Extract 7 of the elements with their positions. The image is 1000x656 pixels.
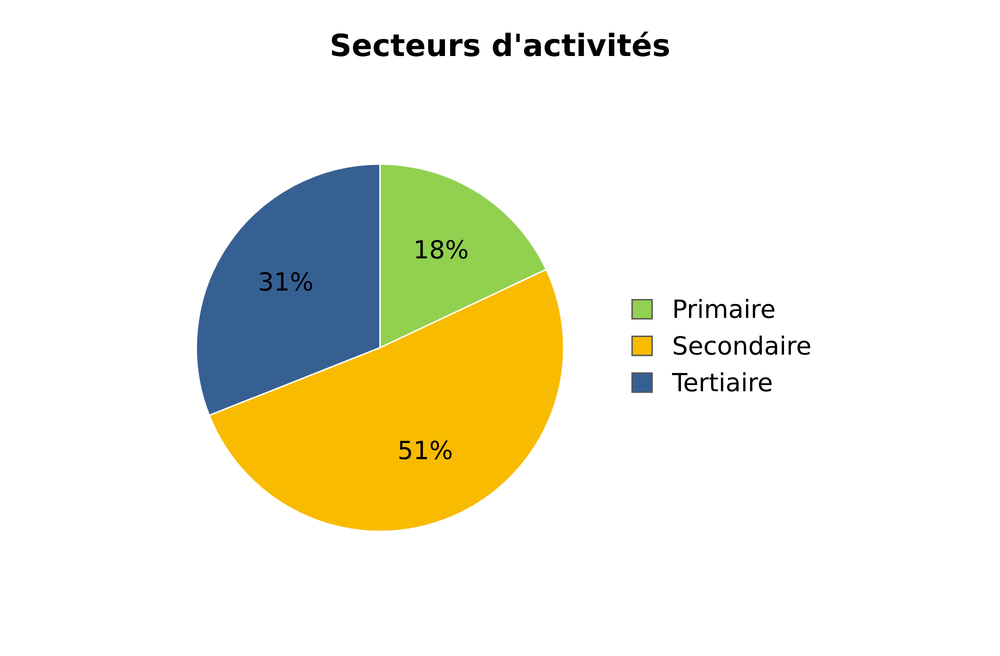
data-label: 31% xyxy=(260,272,312,291)
data-label: 18% xyxy=(416,240,468,259)
legend-label: Secondaire xyxy=(674,336,810,355)
chart-title: Secteurs d'activités xyxy=(332,32,669,56)
legend-label: Tertiaire xyxy=(672,372,772,392)
legend-label: Primaire xyxy=(674,298,774,318)
data-label: 51% xyxy=(399,440,452,460)
